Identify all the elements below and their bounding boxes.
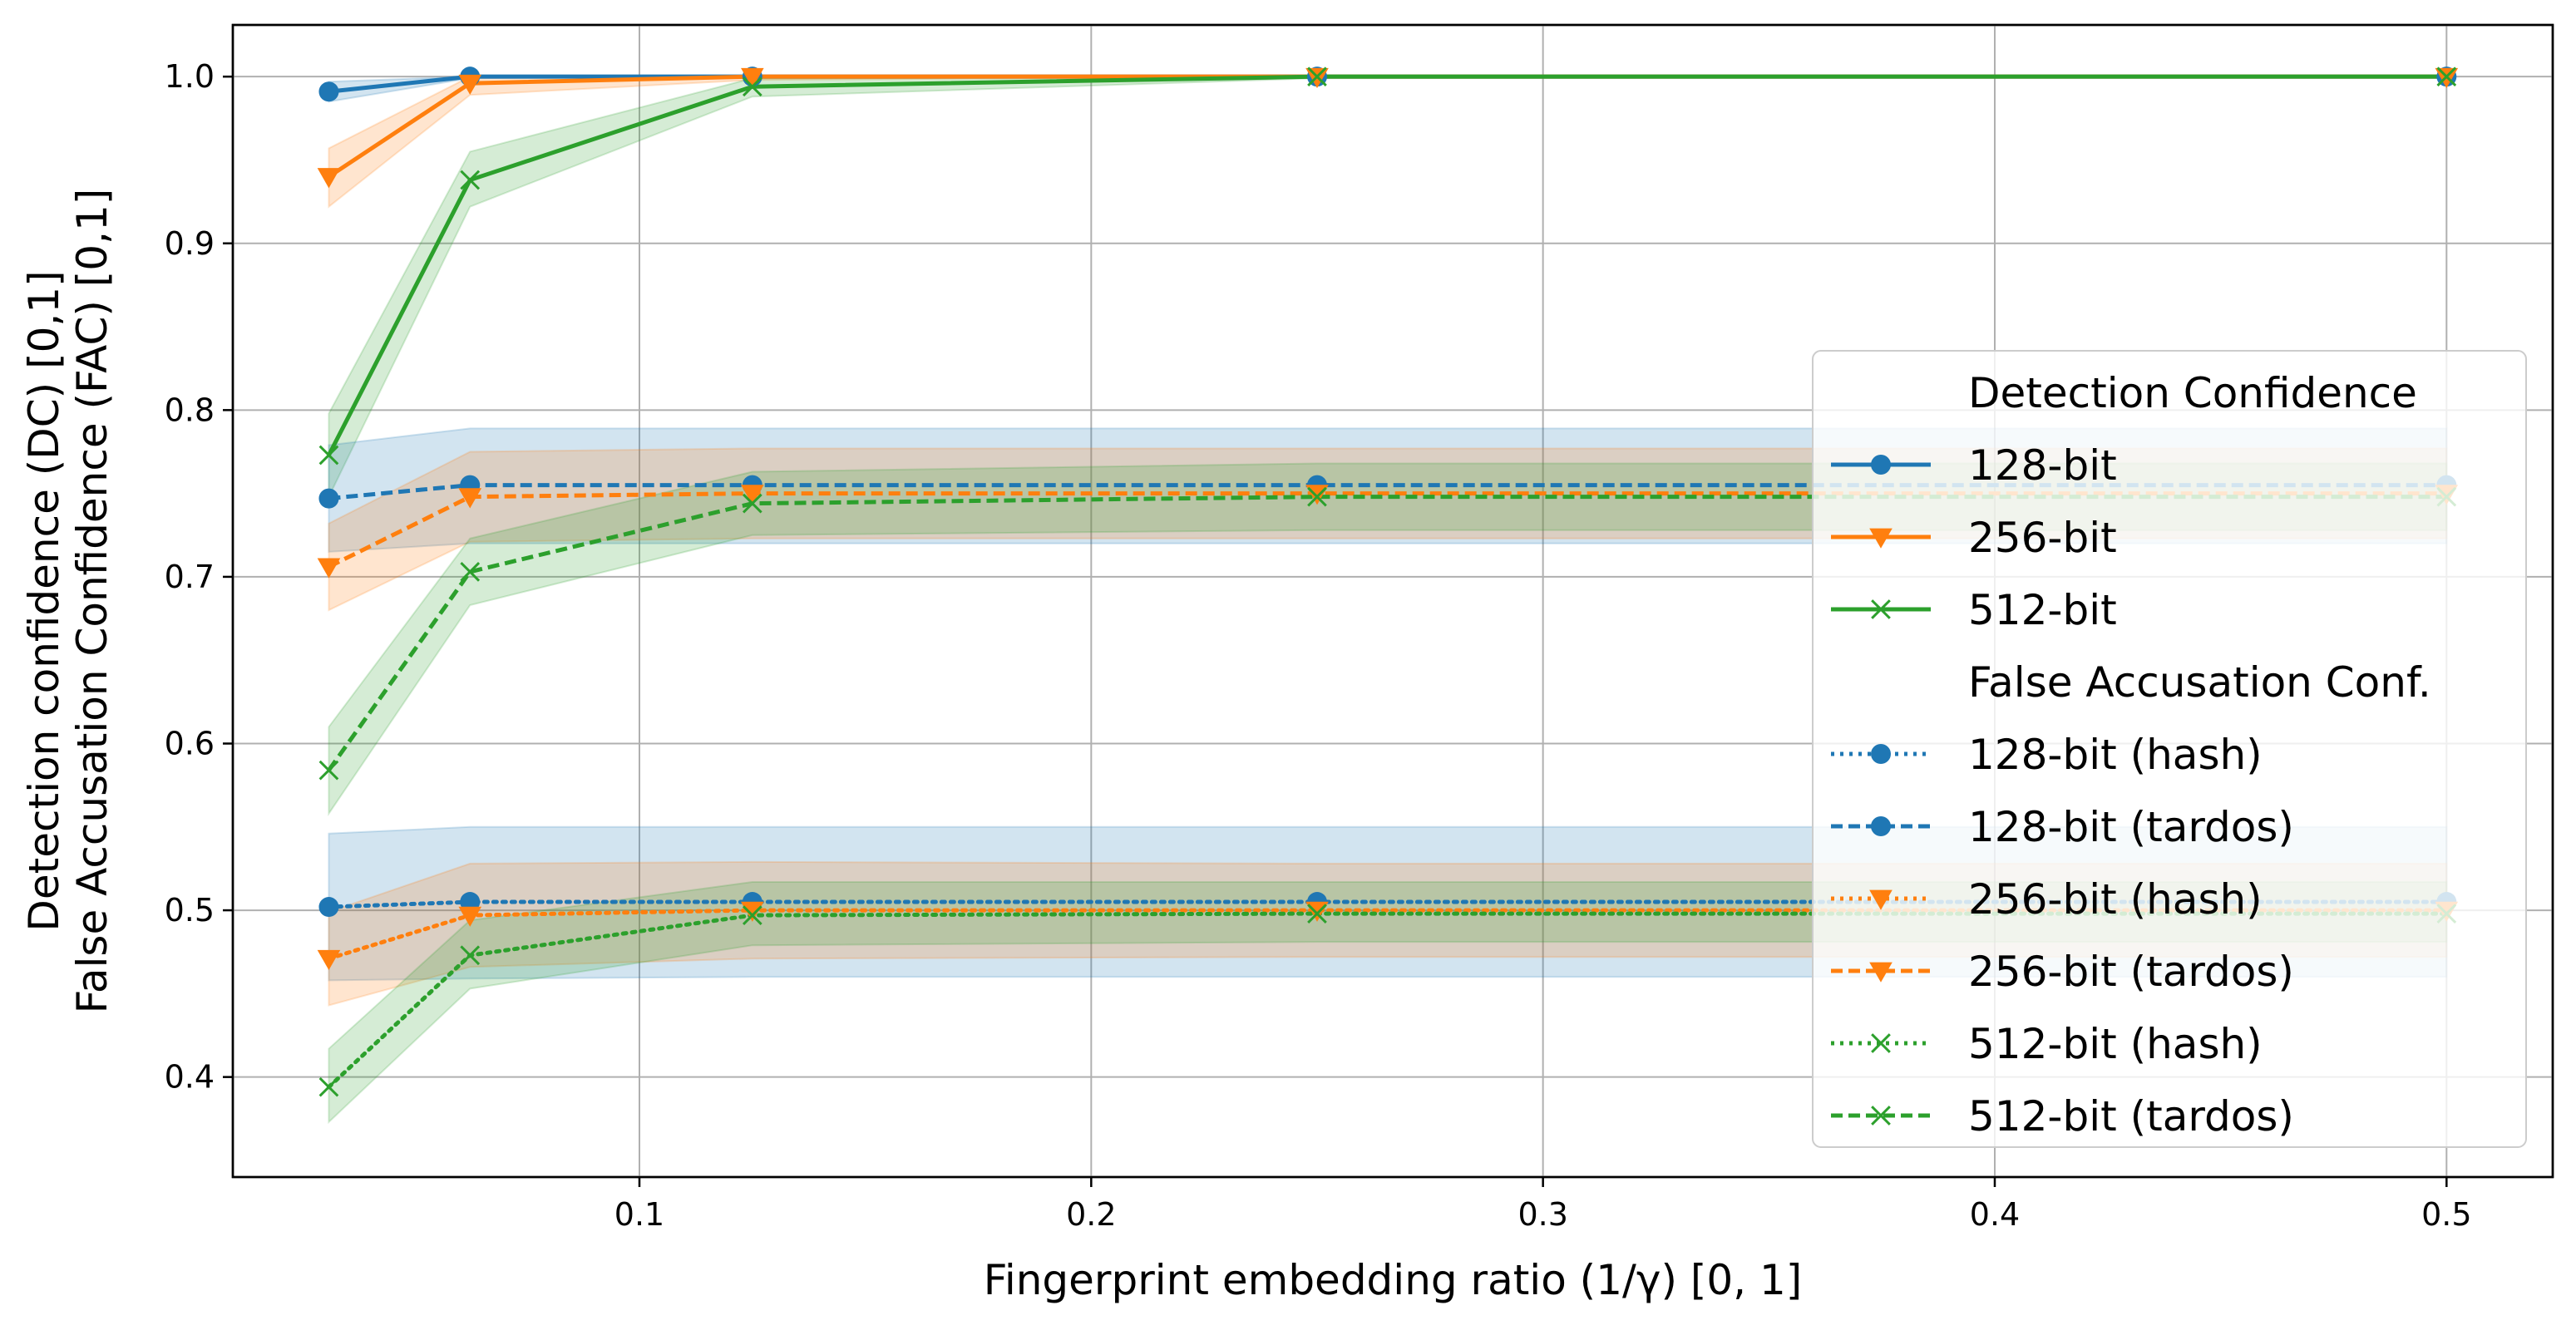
x-tick-label: 0.2 [1066,1196,1116,1233]
legend-label: 512-bit (tardos) [1968,1092,2294,1140]
x-marker-stroke [742,905,762,925]
legend-label: 512-bit [1968,586,2117,634]
y-tick-label: 1.0 [165,58,215,95]
y-tick-label: 0.4 [165,1059,215,1096]
y-tick-label: 0.5 [165,892,215,929]
legend-box [1812,350,2527,1148]
x-marker-stroke [1307,904,1327,924]
legend-marker [1871,455,1891,475]
legend-label: 256-bit (tardos) [1968,948,2294,996]
axis-ticks: 0.1 0.2 0.3 0.4 0.5 0.4 0.5 0.6 0.7 0.8 0.9 1.0 [165,58,2472,1233]
legend-marker [1869,528,1893,549]
legend-items: Detection Confidence 128-bit 256-bit 512-bi… [1831,369,2431,1140]
point-512-bit [460,170,481,190]
y-tick-label: 0.9 [165,225,215,262]
y-tick-label: 0.7 [165,559,215,595]
legend-marker [1871,744,1891,764]
point-512-bit [742,76,762,97]
x-marker-stroke [460,945,481,966]
legend-heading-detection: Detection Confidence [1968,369,2417,417]
point-128-bit-tardos [318,488,339,509]
x-marker-stroke [318,445,339,466]
legend-entry-128-bit: 128-bit [1831,441,2117,490]
point-256-bit [741,67,764,88]
point-512-bit-tardos [742,493,762,514]
point-512-bit [1307,66,1327,87]
point-256-bit-hash [317,949,341,971]
x-marker-stroke [742,76,762,97]
y-tick-label: 0.8 [165,392,215,428]
x-axis-label: Fingerprint embedding ratio (1/γ) [0, 1] [984,1256,1803,1304]
x-marker-stroke [318,760,339,781]
legend-marker [1871,599,1891,619]
legend-entry-512-bit-tardos: 512-bit (tardos) [1831,1092,2294,1140]
legend-marker [1871,1033,1891,1053]
legend-label: 256-bit (hash) [1968,875,2263,924]
x-marker-stroke [460,170,481,190]
point-512-bit-hash [318,1076,339,1097]
legend-marker [1871,816,1891,836]
legend-entry-256-bit-hash: 256-bit (hash) [1831,875,2263,924]
legend-entry-512-bit: 512-bit [1831,586,2117,634]
y-axis-label-line-2: False Accusation Confidence (FAC) [0,1] [68,189,116,1014]
point-256-bit-tardos [458,488,482,509]
y-axis-label-line-1: Detection confidence (DC) [0,1] [20,270,68,931]
point-512-bit-hash [1307,904,1327,924]
x-tick-label: 0.5 [2421,1196,2471,1233]
legend-marker [1869,889,1893,910]
point-128-bit-hash [318,897,339,918]
x-marker-stroke [318,1076,339,1097]
point-512-bit-hash [742,905,762,925]
x-marker-stroke [1307,486,1327,507]
point-256-bit-hash [458,906,482,927]
legend-label: 128-bit (tardos) [1968,803,2294,851]
legend-entry-128-bit-hash: 128-bit (hash) [1831,731,2263,779]
legend-label: 512-bit (hash) [1968,1020,2263,1068]
point-512-bit [2436,66,2457,87]
legend-label: 256-bit [1968,514,2117,562]
legend-marker [1871,1106,1891,1126]
x-marker-stroke [1871,1106,1891,1126]
plot-border [231,23,2554,1179]
point-512-bit-hash [460,945,481,966]
y-tick-label: 0.6 [165,725,215,761]
x-marker-stroke [1871,599,1891,619]
point-128-bit [318,81,339,102]
legend-entry-128-bit-tardos: 128-bit (tardos) [1831,803,2294,851]
x-marker-stroke [1871,1033,1891,1053]
point-512-bit-tardos [1307,486,1327,507]
point-256-bit-tardos [741,485,764,505]
x-marker-stroke [1307,66,1327,87]
legend-entry-512-bit-hash: 512-bit (hash) [1831,1020,2263,1068]
point-256-bit [317,168,341,189]
x-marker-stroke [742,493,762,514]
x-tick-label: 0.1 [614,1196,664,1233]
legend-heading-false-accusation: False Accusation Conf. [1968,658,2431,707]
point-256-bit [458,74,482,96]
legend-label: 128-bit (hash) [1968,731,2263,779]
x-marker-stroke [460,562,481,582]
point-512-bit-tardos [318,760,339,781]
point-512-bit [318,445,339,466]
point-256-bit-tardos [317,558,341,579]
legend-marker [1869,962,1893,983]
legend-entry-256-bit-tardos: 256-bit (tardos) [1831,948,2294,996]
point-256-bit-hash [741,901,764,922]
legend-label: 128-bit [1968,441,2117,490]
x-tick-label: 0.3 [1517,1196,1567,1233]
x-tick-label: 0.4 [1970,1196,2020,1233]
x-marker-stroke [2436,66,2457,87]
point-512-bit-tardos [460,562,481,582]
legend-entry-256-bit: 256-bit [1831,514,2117,562]
legend: Detection Confidence 128-bit 256-bit 512-bi… [1812,350,2527,1148]
